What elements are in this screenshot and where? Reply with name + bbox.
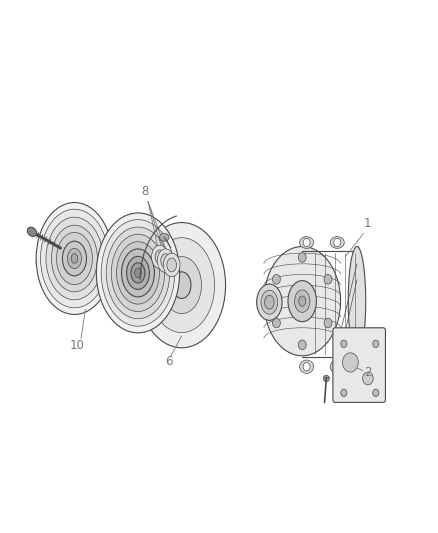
Ellipse shape xyxy=(261,290,278,314)
Circle shape xyxy=(373,340,379,348)
Ellipse shape xyxy=(330,360,344,374)
Circle shape xyxy=(343,353,358,372)
Ellipse shape xyxy=(155,250,165,264)
Circle shape xyxy=(272,274,280,284)
Circle shape xyxy=(324,274,332,284)
Ellipse shape xyxy=(159,233,169,241)
Ellipse shape xyxy=(106,227,170,319)
Ellipse shape xyxy=(149,238,215,333)
Ellipse shape xyxy=(264,246,340,356)
Ellipse shape xyxy=(96,213,180,333)
Circle shape xyxy=(303,362,310,371)
Ellipse shape xyxy=(41,209,109,308)
Circle shape xyxy=(341,340,347,348)
Ellipse shape xyxy=(71,254,78,263)
Text: 10: 10 xyxy=(69,339,84,352)
Text: 8: 8 xyxy=(141,184,148,198)
Ellipse shape xyxy=(135,268,141,278)
Ellipse shape xyxy=(300,360,314,374)
Circle shape xyxy=(303,238,310,247)
Circle shape xyxy=(272,318,280,328)
Ellipse shape xyxy=(294,290,310,312)
Ellipse shape xyxy=(323,375,329,382)
Ellipse shape xyxy=(265,295,274,309)
Ellipse shape xyxy=(101,220,175,326)
Text: 2: 2 xyxy=(364,366,372,379)
Ellipse shape xyxy=(46,217,103,300)
Circle shape xyxy=(298,253,306,262)
Ellipse shape xyxy=(131,263,145,283)
Ellipse shape xyxy=(63,241,87,276)
Circle shape xyxy=(341,389,347,397)
Ellipse shape xyxy=(27,227,37,237)
Ellipse shape xyxy=(36,203,113,314)
Ellipse shape xyxy=(348,246,366,356)
Ellipse shape xyxy=(299,296,306,306)
Circle shape xyxy=(334,362,341,371)
Ellipse shape xyxy=(67,248,81,269)
Ellipse shape xyxy=(57,232,92,285)
Ellipse shape xyxy=(157,249,174,272)
Circle shape xyxy=(298,340,306,350)
Ellipse shape xyxy=(173,272,191,298)
Ellipse shape xyxy=(127,256,149,289)
Ellipse shape xyxy=(300,237,314,248)
Text: 1: 1 xyxy=(364,216,372,230)
Circle shape xyxy=(363,372,373,385)
FancyBboxPatch shape xyxy=(333,328,385,402)
Ellipse shape xyxy=(162,257,201,313)
Ellipse shape xyxy=(288,280,316,322)
Ellipse shape xyxy=(138,223,226,348)
Ellipse shape xyxy=(52,225,97,292)
Circle shape xyxy=(324,318,332,328)
Text: 6: 6 xyxy=(165,355,173,368)
Ellipse shape xyxy=(121,249,154,297)
Ellipse shape xyxy=(161,254,170,268)
Circle shape xyxy=(334,238,341,247)
Ellipse shape xyxy=(330,237,344,248)
Ellipse shape xyxy=(257,284,282,320)
Ellipse shape xyxy=(167,258,177,272)
Ellipse shape xyxy=(152,245,168,269)
Ellipse shape xyxy=(111,235,165,311)
Circle shape xyxy=(373,389,379,397)
Ellipse shape xyxy=(117,242,159,304)
Ellipse shape xyxy=(163,253,180,277)
